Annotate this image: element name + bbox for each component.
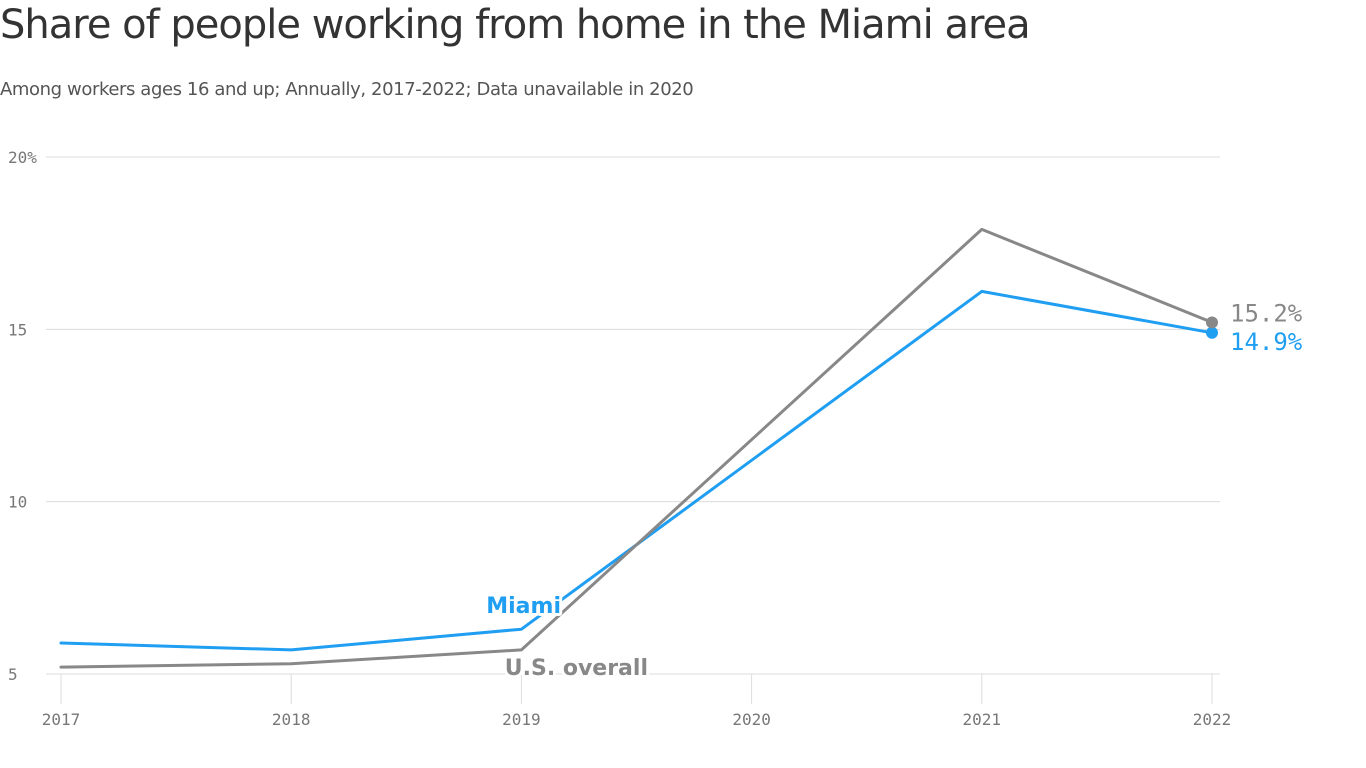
series-line-miami (59, 289, 1214, 652)
y-tick-label: 10 (8, 493, 27, 512)
series-line-u-s-overall (59, 227, 1214, 669)
x-tick-label: 2022 (1193, 710, 1232, 729)
x-axis-ticks: 2017 2018 2019 2020 2021 2022 (42, 674, 1232, 729)
y-tick-label: 20% (8, 148, 37, 167)
gridlines (46, 156, 1220, 675)
y-tick-label: 15 (8, 320, 27, 339)
series-endpoint (1206, 326, 1218, 339)
x-tick-label: 2017 (42, 710, 81, 729)
chart-subtitle: Among workers ages 16 and up; Annually, … (0, 79, 694, 100)
y-tick-label: 5 (8, 665, 18, 684)
end-label-miami: 14.9% (1230, 328, 1303, 356)
x-tick-label: 2021 (963, 710, 1002, 729)
series-lines (59, 227, 1218, 669)
chart-title: Share of people working from home in the… (0, 2, 1031, 48)
x-tick-label: 2018 (272, 710, 311, 729)
x-tick-label: 2019 (502, 710, 541, 729)
x-tick-label: 2020 (732, 710, 771, 729)
series-label-us-overall: U.S. overall (505, 656, 648, 681)
series-label-us-overall-halo: U.S. overall (505, 656, 648, 681)
series-label-miami: Miami (486, 594, 561, 619)
series-label-miami-halo: Miami (486, 594, 561, 619)
end-label-us-overall: 15.2% (1230, 299, 1303, 327)
series-endpoint (1206, 316, 1218, 329)
y-axis-ticks: 5 10 15 20% (8, 148, 37, 684)
